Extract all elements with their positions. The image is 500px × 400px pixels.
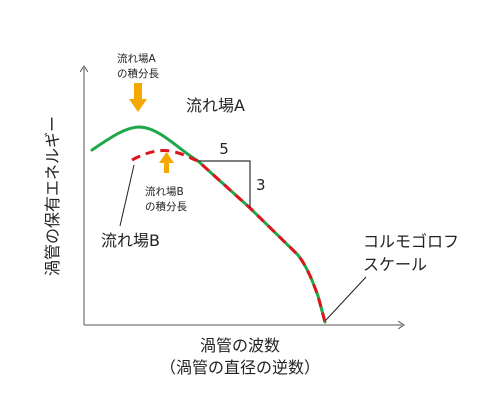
kolmogorov-label: コルモゴロフ スケール [363,232,464,274]
x-axis-sublabel: （渦管の直径の逆数） [160,358,320,377]
legend-leader-b [119,164,135,227]
legend-label-b: 流れ場B [101,231,160,250]
peak-a-label-line: の積分長 [117,67,159,80]
kolmogorov-leader [325,276,367,321]
peak-b-label: 流れ場B の積分長 [145,185,188,213]
x-axis-label: 渦管の波数 [200,336,280,355]
slope-rise-label: 3 [256,176,266,194]
peak-b-arrow [159,152,174,173]
series-line-a [90,125,327,324]
slope-triangle [198,160,251,208]
legend-label-a: 流れ場A [186,96,245,115]
slope-run-label: 5 [219,140,229,158]
peak-b-label-line: の積分長 [145,200,187,213]
series-line-b [131,149,327,323]
kolmogorov-label-line: コルモゴロフ [363,232,459,251]
peak-b-label-line: 流れ場B [145,185,184,198]
peak-a-arrow [129,83,147,112]
peak-a-label-line: 流れ場A [117,52,156,65]
kolmogorov-label-line: スケール [363,255,427,274]
peak-a-label: 流れ場A の積分長 [117,52,160,80]
y-axis-label: 渦管の保有エネルギー [43,116,62,276]
